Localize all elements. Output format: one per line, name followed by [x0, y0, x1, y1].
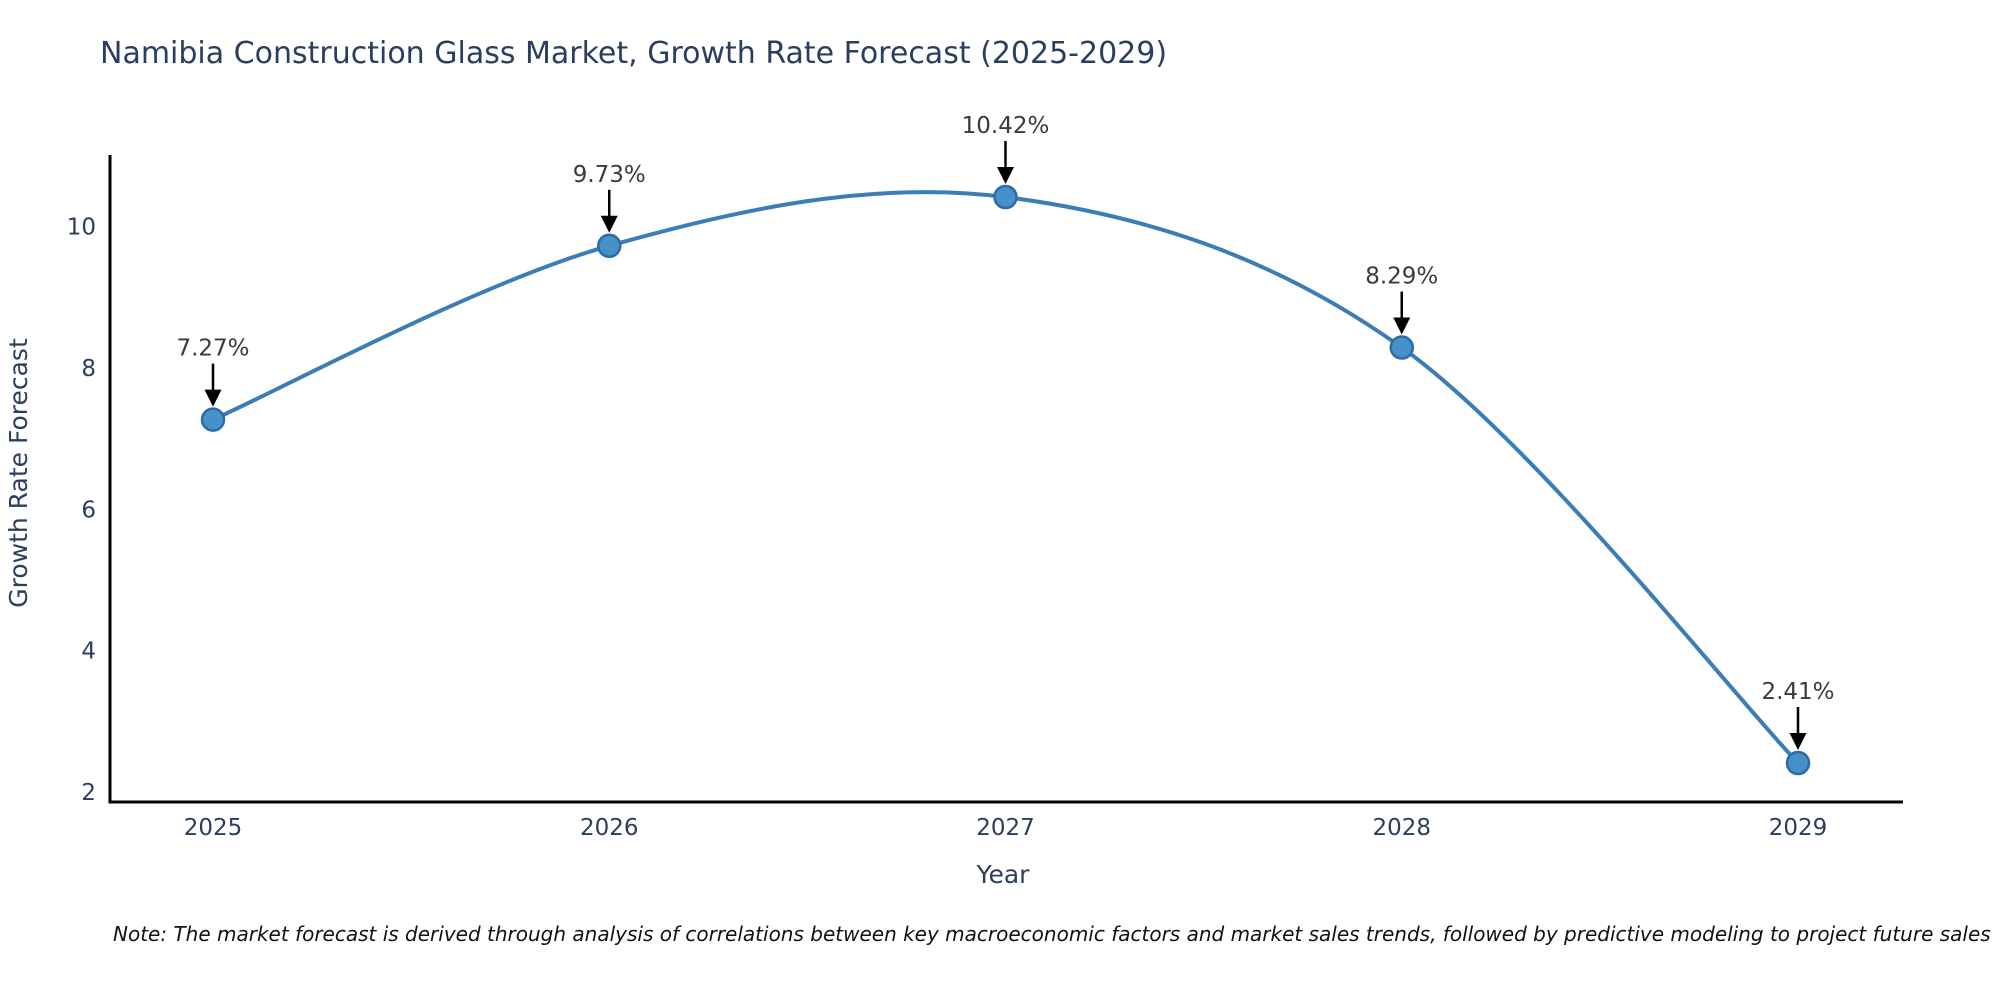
forecast-line	[211, 190, 1800, 766]
point-value-label: 10.42%	[962, 113, 1050, 139]
x-tick-label: 2026	[580, 815, 639, 841]
data-point-marker	[1389, 335, 1414, 360]
data-point-marker	[597, 233, 622, 259]
y-axis-title: Growth Rate Forecast	[4, 338, 33, 608]
data-point-marker	[993, 184, 1018, 210]
x-axis-title: Year	[976, 860, 1031, 889]
annotation-arrow-head	[1393, 317, 1411, 335]
x-tick-label: 2028	[1372, 815, 1431, 841]
annotation-arrow-head	[204, 389, 222, 407]
annotation-arrow-head	[1789, 733, 1807, 751]
y-tick-label: 4	[81, 639, 96, 665]
y-tick-label: 8	[81, 356, 96, 382]
chart-title: Namibia Construction Glass Market, Growt…	[100, 36, 1168, 71]
point-value-label: 9.73%	[573, 162, 646, 188]
footnote: Note: The market forecast is derived thr…	[113, 922, 1991, 946]
y-tick-label: 10	[67, 215, 96, 241]
point-value-label: 7.27%	[176, 336, 249, 362]
point-value-label: 2.41%	[1761, 679, 1834, 705]
annotation-arrow-head	[600, 215, 618, 233]
x-tick-label: 2025	[184, 815, 243, 841]
data-point-marker	[1785, 750, 1811, 776]
x-tick-label: 2029	[1769, 815, 1828, 841]
point-value-label: 8.29%	[1365, 264, 1438, 290]
data-point-marker	[200, 407, 226, 432]
y-tick-label: 2	[81, 780, 96, 806]
x-tick-label: 2027	[976, 815, 1035, 841]
annotation-arrow-head	[997, 167, 1014, 185]
y-tick-label: 6	[81, 497, 96, 523]
